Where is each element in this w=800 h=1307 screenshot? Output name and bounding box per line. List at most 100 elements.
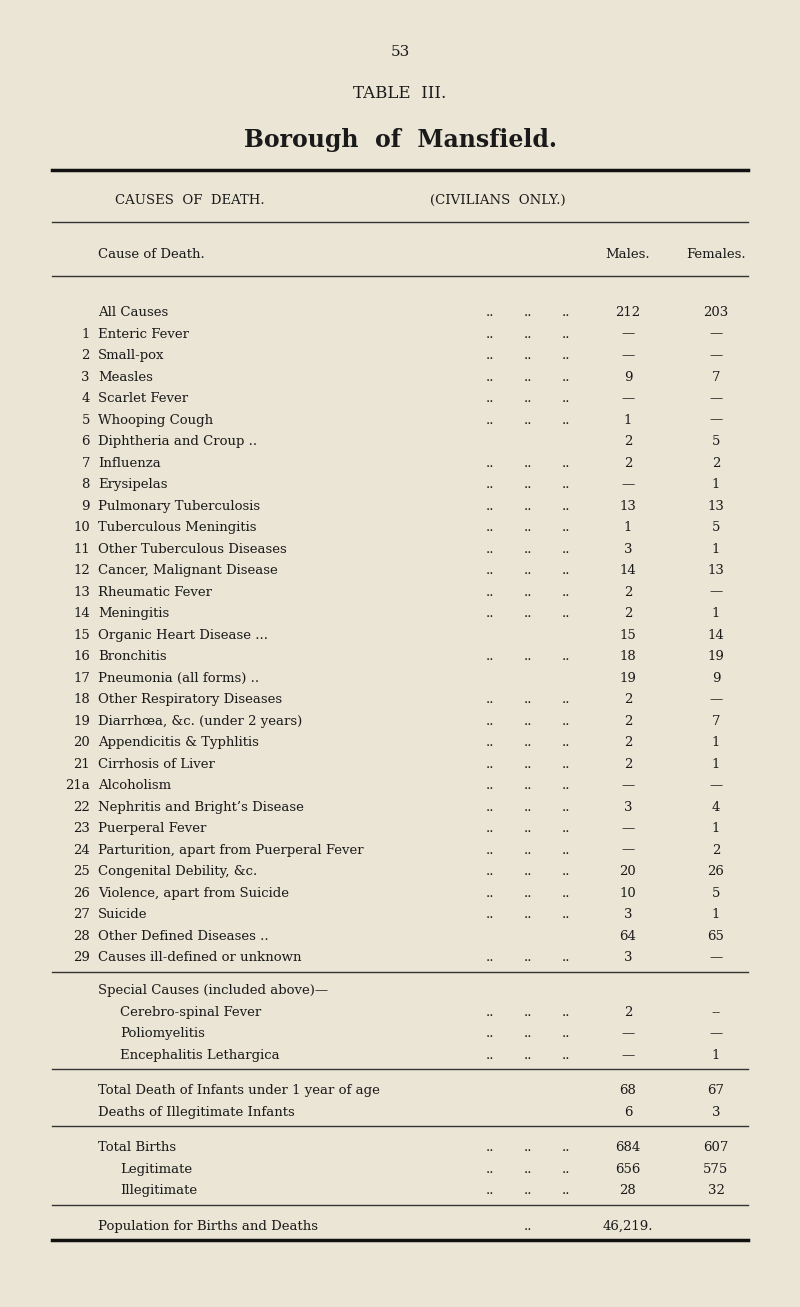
Text: 2: 2 <box>624 586 632 599</box>
Text: All Causes: All Causes <box>98 306 168 319</box>
Text: ..: .. <box>562 650 570 663</box>
Text: 3: 3 <box>712 1106 720 1119</box>
Text: 1: 1 <box>712 478 720 491</box>
Text: Females.: Females. <box>686 247 746 260</box>
Text: —: — <box>710 392 722 405</box>
Text: ..: .. <box>486 1050 494 1061</box>
Text: ..: .. <box>486 521 494 535</box>
Text: ..: .. <box>562 413 570 426</box>
Text: ..: .. <box>486 736 494 749</box>
Text: ..: .. <box>524 392 532 405</box>
Text: Illegitimate: Illegitimate <box>120 1184 197 1197</box>
Text: ..: .. <box>524 822 532 835</box>
Text: 5: 5 <box>82 413 90 426</box>
Text: Enteric Fever: Enteric Fever <box>98 328 189 341</box>
Text: ..: .. <box>486 951 494 965</box>
Text: 6: 6 <box>82 435 90 448</box>
Text: ..: .. <box>486 413 494 426</box>
Text: —: — <box>622 1050 634 1061</box>
Text: Influenza: Influenza <box>98 456 161 469</box>
Text: 7: 7 <box>82 456 90 469</box>
Text: 1: 1 <box>82 328 90 341</box>
Text: ..: .. <box>524 908 532 921</box>
Text: ..: .. <box>486 478 494 491</box>
Text: Alcoholism: Alcoholism <box>98 779 171 792</box>
Text: —: — <box>622 478 634 491</box>
Text: 21: 21 <box>74 758 90 771</box>
Text: 65: 65 <box>707 929 725 942</box>
Text: —: — <box>710 1027 722 1040</box>
Text: --: -- <box>711 1006 721 1019</box>
Text: ..: .. <box>486 1027 494 1040</box>
Text: ..: .. <box>562 693 570 706</box>
Text: ..: .. <box>524 521 532 535</box>
Text: ..: .. <box>562 801 570 813</box>
Text: ..: .. <box>524 306 532 319</box>
Text: ..: .. <box>486 371 494 383</box>
Text: —: — <box>710 779 722 792</box>
Text: Other Respiratory Diseases: Other Respiratory Diseases <box>98 693 282 706</box>
Text: 1: 1 <box>624 413 632 426</box>
Text: 11: 11 <box>74 542 90 555</box>
Text: ..: .. <box>562 586 570 599</box>
Text: ..: .. <box>524 715 532 728</box>
Text: ..: .. <box>524 865 532 878</box>
Text: ..: .. <box>562 456 570 469</box>
Text: 8: 8 <box>82 478 90 491</box>
Text: ..: .. <box>486 758 494 771</box>
Text: Meningitis: Meningitis <box>98 606 170 620</box>
Text: ..: .. <box>562 306 570 319</box>
Text: 13: 13 <box>707 565 725 578</box>
Text: ..: .. <box>486 865 494 878</box>
Text: ..: .. <box>486 306 494 319</box>
Text: 2: 2 <box>624 606 632 620</box>
Text: —: — <box>622 1027 634 1040</box>
Text: 1: 1 <box>624 521 632 535</box>
Text: ..: .. <box>486 328 494 341</box>
Text: ..: .. <box>562 392 570 405</box>
Text: 1: 1 <box>712 822 720 835</box>
Text: ..: .. <box>562 499 570 512</box>
Text: —: — <box>622 822 634 835</box>
Text: 26: 26 <box>73 886 90 899</box>
Text: ..: .. <box>562 328 570 341</box>
Text: 2: 2 <box>624 435 632 448</box>
Text: Organic Heart Disease ...: Organic Heart Disease ... <box>98 629 268 642</box>
Text: Small-pox: Small-pox <box>98 349 165 362</box>
Text: 3: 3 <box>624 951 632 965</box>
Text: ..: .. <box>486 715 494 728</box>
Text: ..: .. <box>562 1006 570 1019</box>
Text: 4: 4 <box>82 392 90 405</box>
Text: ..: .. <box>524 1163 532 1176</box>
Text: 203: 203 <box>703 306 729 319</box>
Text: ..: .. <box>562 822 570 835</box>
Text: Borough  of  Mansfield.: Borough of Mansfield. <box>243 128 557 152</box>
Text: 607: 607 <box>703 1141 729 1154</box>
Text: 3: 3 <box>624 801 632 813</box>
Text: —: — <box>622 779 634 792</box>
Text: 67: 67 <box>707 1085 725 1098</box>
Text: 13: 13 <box>73 586 90 599</box>
Text: 3: 3 <box>82 371 90 383</box>
Text: Whooping Cough: Whooping Cough <box>98 413 213 426</box>
Text: ..: .. <box>524 736 532 749</box>
Text: Pulmonary Tuberculosis: Pulmonary Tuberculosis <box>98 499 260 512</box>
Text: 20: 20 <box>620 865 636 878</box>
Text: ..: .. <box>524 456 532 469</box>
Text: 32: 32 <box>707 1184 725 1197</box>
Text: ..: .. <box>486 456 494 469</box>
Text: ..: .. <box>524 951 532 965</box>
Text: —: — <box>622 843 634 856</box>
Text: 4: 4 <box>712 801 720 813</box>
Text: 25: 25 <box>74 865 90 878</box>
Text: —: — <box>710 413 722 426</box>
Text: ..: .. <box>524 1006 532 1019</box>
Text: 46,219.: 46,219. <box>602 1219 654 1233</box>
Text: ..: .. <box>562 736 570 749</box>
Text: 18: 18 <box>74 693 90 706</box>
Text: ..: .. <box>486 843 494 856</box>
Text: ..: .. <box>486 392 494 405</box>
Text: ..: .. <box>524 650 532 663</box>
Text: —: — <box>622 392 634 405</box>
Text: 2: 2 <box>624 715 632 728</box>
